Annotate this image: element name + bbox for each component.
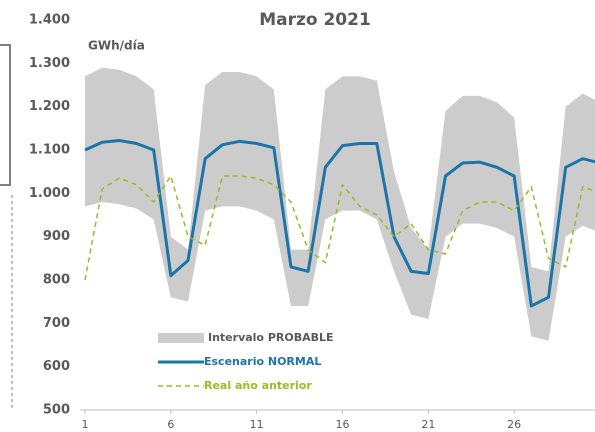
y-tick-label: 1.400 [29, 13, 70, 28]
x-tick-label: 6 [167, 418, 174, 431]
x-tick-label: 1 [82, 418, 89, 431]
series-line [84, 138, 595, 308]
probable-band [85, 67, 595, 341]
legend-label: Intervalo PROBABLE [208, 331, 334, 344]
x-tick-label: 11 [250, 418, 264, 431]
y-axis-label: GWh/día [88, 39, 145, 53]
y-tick-label: 1.000 [29, 186, 70, 201]
x-tick-label: 21 [421, 418, 435, 431]
legend-label: Escenario NORMAL [204, 355, 321, 368]
series-line [84, 175, 595, 281]
y-tick-label: 700 [43, 316, 70, 331]
y-tick-label: 600 [43, 359, 70, 374]
y-tick-label: 1.200 [29, 99, 70, 114]
plot-area [84, 67, 595, 341]
x-tick-label: 26 [507, 418, 521, 431]
y-tick-label: 900 [43, 229, 70, 244]
chart-title: Marzo 2021 [259, 10, 371, 30]
legend-label: Real año anterior [204, 379, 312, 392]
y-tick-label: 500 [43, 403, 70, 418]
y-tick-label: 1.100 [29, 143, 70, 158]
y-tick-label: 800 [43, 273, 70, 288]
y-tick-label: 1.300 [29, 56, 70, 71]
frame-decoration [0, 44, 11, 186]
legend-swatch [158, 333, 204, 343]
x-tick-label: 16 [336, 418, 350, 431]
